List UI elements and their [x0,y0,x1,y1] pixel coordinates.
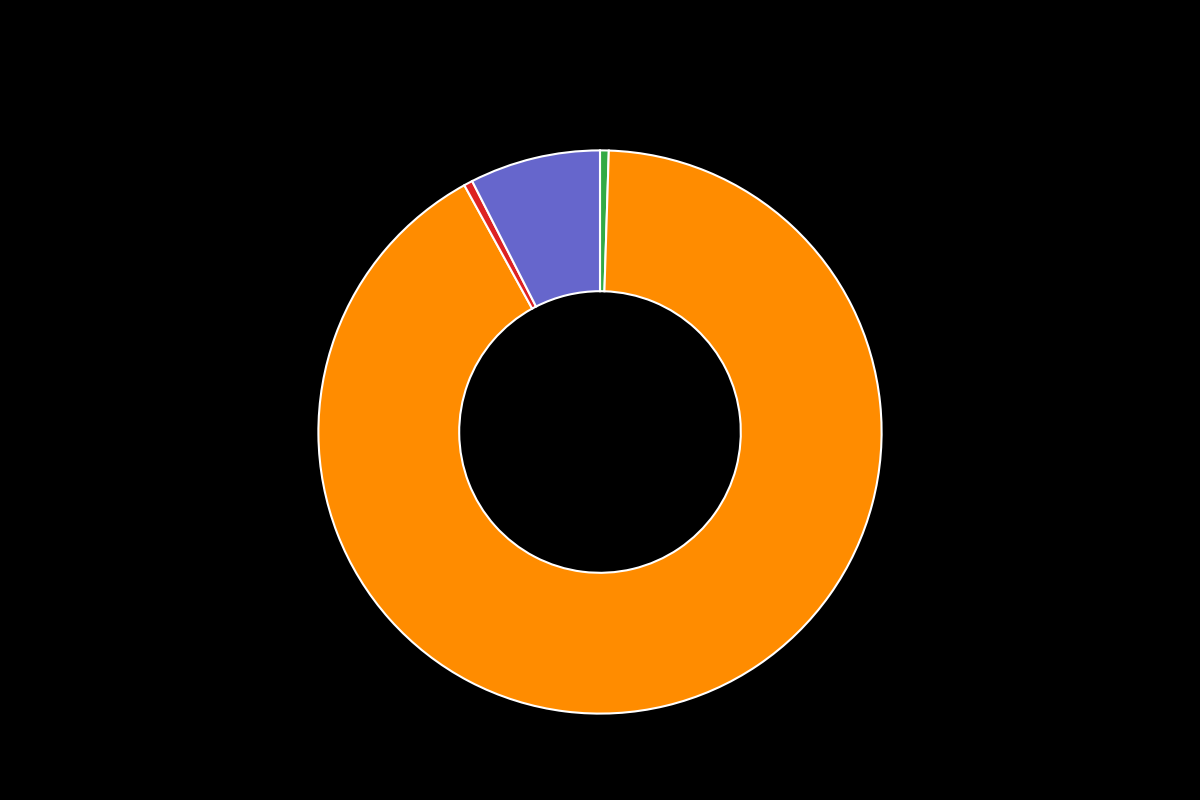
Wedge shape [318,150,882,714]
Wedge shape [472,150,600,306]
Wedge shape [600,150,608,291]
Wedge shape [464,181,536,309]
